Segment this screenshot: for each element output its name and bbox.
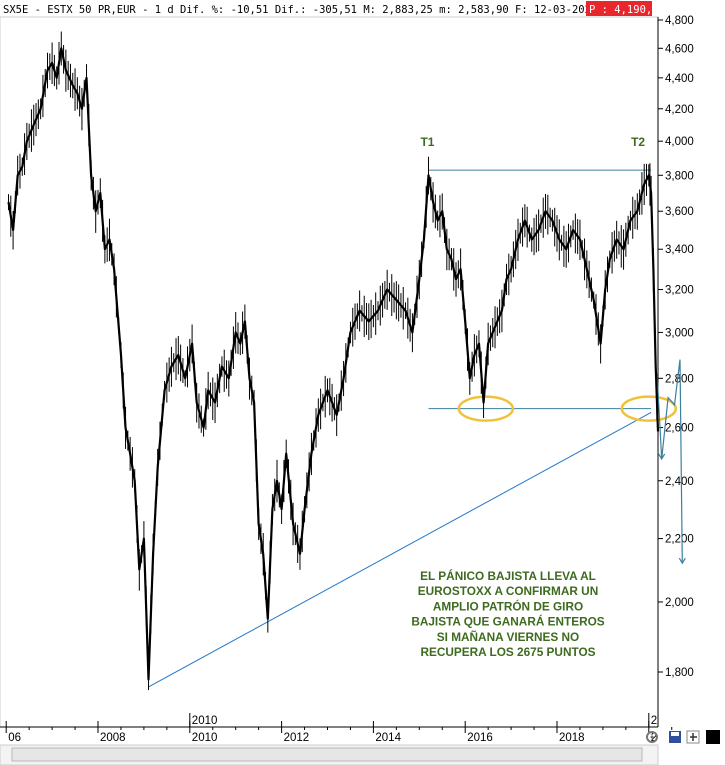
y-tick-label: 3,000 [665,327,694,339]
y-tick-label: 3,400 [665,244,694,256]
x-axis-ticks: 06 2008 2010 2012 2014 2016 2018 2 2010 2 [5,713,673,744]
comment-text: EL PÁNICO BAJISTA LLEVA AL EUROSTOXX A CO… [411,569,604,659]
x-tick-label: 06 [8,732,21,744]
y-tick-label: 4,400 [665,73,694,85]
y-tick-label: 2,200 [665,534,694,546]
scrollbar-thumb[interactable] [11,747,643,762]
x-upper-label: 2010 [192,715,218,727]
settings-icon[interactable] [646,731,658,743]
label-t2: T2 [631,135,645,149]
y-tick-label: 4,600 [665,43,694,55]
header-bar [0,0,725,17]
x-tick-label: 2016 [467,732,493,744]
header-text: SX5E - ESTX 50 PR,EUR - 1 d Dif. %: -10,… [3,4,597,16]
y-tick-label: 2,600 [665,423,694,435]
x-tick-label: 2 [651,732,657,744]
highlight-ellipse [620,395,678,422]
x-upper-label: 2 [651,715,657,727]
save-icon[interactable] [669,731,681,743]
y-tick-label: 2,800 [665,373,694,385]
y-tick-label: 4,000 [665,136,694,148]
pin-icon[interactable] [686,730,700,744]
trendline [148,411,652,688]
comment-line: EL PÁNICO BAJISTA LLEVA AL [420,569,596,583]
pattern-annotations [148,169,686,688]
comment-line: AMPLIO PATRÓN DE GIRO [433,599,583,613]
price-tag: P : 4,190,38 [589,4,665,16]
x-tick-label: 2010 [192,732,218,744]
comment-line: SI MAÑANA VIERNES NO [437,630,579,644]
y-axis-ticks: 4,800 4,600 4,400 4,200 4,000 3,800 3,600 3,400… [658,15,694,679]
x-tick-label: 2014 [375,732,401,744]
y-tick-label: 4,800 [665,15,694,27]
price-tag-box [586,1,652,16]
y-tick-label: 3,600 [665,206,694,218]
arrow-head [658,453,666,461]
x-tick-label: 2008 [100,732,126,744]
x-tick-label: 2018 [559,732,585,744]
projection-path [656,359,683,564]
price-series [7,31,660,691]
y-tick-label: 2,400 [665,476,694,488]
comment-line: EUROSTOXX A CONFIRMAR UN [418,584,598,598]
price-line [7,47,660,681]
y-tick-label: 1,800 [665,667,694,679]
y-tick-label: 4,200 [665,104,694,116]
y-tick-label: 3,800 [665,170,694,182]
highlight-ellipse [457,395,515,422]
black-square-icon[interactable] [706,730,720,744]
x-tick-label: 2012 [284,732,310,744]
label-t1: T1 [420,135,434,149]
y-tick-label: 2,000 [665,597,694,609]
comment-line: BAJISTA QUE GANARÁ ENTEROS [411,615,604,629]
comment-line: RECUPERA LOS 2675 PUNTOS [420,645,595,659]
y-tick-label: 3,200 [665,285,694,297]
arrow-head [678,557,686,565]
